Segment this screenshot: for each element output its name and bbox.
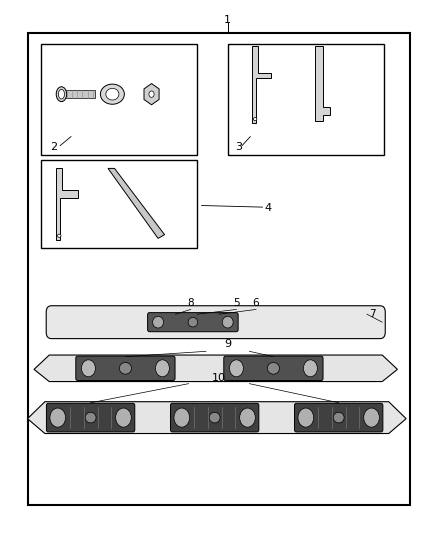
Text: 4: 4 — [265, 203, 272, 213]
Text: 6: 6 — [253, 298, 259, 308]
Ellipse shape — [253, 117, 257, 120]
Ellipse shape — [106, 88, 119, 100]
Ellipse shape — [174, 408, 190, 427]
Ellipse shape — [100, 84, 124, 104]
Text: 7: 7 — [369, 309, 376, 319]
Ellipse shape — [56, 87, 67, 102]
Polygon shape — [56, 168, 78, 240]
Ellipse shape — [188, 317, 198, 327]
Bar — [41, 160, 197, 248]
Ellipse shape — [57, 234, 61, 237]
Text: 1: 1 — [224, 15, 231, 25]
Text: 3: 3 — [235, 142, 242, 152]
Polygon shape — [315, 46, 330, 120]
Bar — [228, 44, 385, 155]
Text: 9: 9 — [224, 338, 231, 349]
Ellipse shape — [116, 408, 131, 427]
Ellipse shape — [240, 408, 255, 427]
Ellipse shape — [364, 408, 379, 427]
Ellipse shape — [298, 408, 314, 427]
Ellipse shape — [50, 408, 66, 427]
Ellipse shape — [85, 413, 96, 423]
FancyBboxPatch shape — [294, 403, 383, 432]
Text: 2: 2 — [50, 142, 57, 152]
Text: 8: 8 — [187, 298, 194, 308]
Bar — [28, 33, 410, 505]
Ellipse shape — [333, 413, 344, 423]
Polygon shape — [34, 355, 397, 382]
Polygon shape — [144, 84, 159, 105]
Ellipse shape — [222, 317, 233, 328]
FancyBboxPatch shape — [46, 306, 385, 338]
FancyBboxPatch shape — [46, 403, 135, 432]
Polygon shape — [108, 168, 165, 238]
Ellipse shape — [209, 413, 220, 423]
Polygon shape — [28, 402, 406, 433]
Bar — [64, 90, 95, 99]
FancyBboxPatch shape — [76, 356, 175, 381]
FancyBboxPatch shape — [224, 356, 323, 381]
Ellipse shape — [304, 360, 318, 377]
Text: 10: 10 — [212, 373, 226, 383]
Bar — [41, 44, 197, 155]
FancyBboxPatch shape — [148, 313, 238, 332]
Ellipse shape — [230, 360, 244, 377]
Ellipse shape — [58, 90, 64, 99]
Ellipse shape — [152, 317, 163, 328]
Ellipse shape — [155, 360, 170, 377]
Polygon shape — [56, 313, 376, 331]
Ellipse shape — [119, 362, 131, 374]
Ellipse shape — [81, 360, 95, 377]
Ellipse shape — [149, 91, 154, 98]
Polygon shape — [252, 46, 271, 123]
Ellipse shape — [267, 362, 279, 374]
Text: 5: 5 — [233, 298, 240, 308]
FancyBboxPatch shape — [170, 403, 259, 432]
